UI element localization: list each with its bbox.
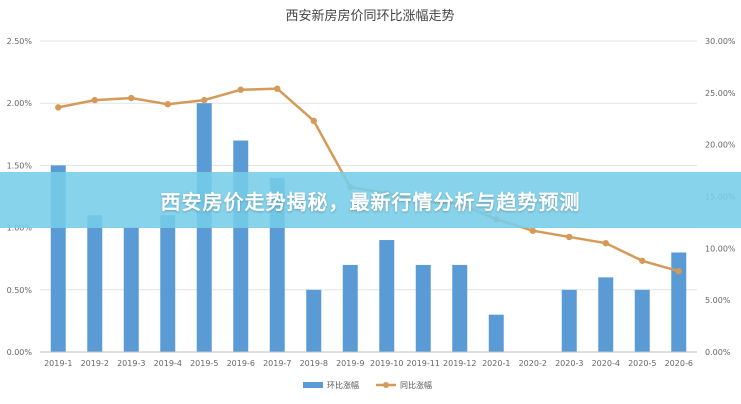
- headline-text: 西安房价走势揭秘，最新行情分析与趋势预测: [160, 189, 581, 214]
- x-tick-label: 2019-9: [336, 359, 364, 368]
- bar: [671, 252, 687, 352]
- x-tick-label: 2020-2: [519, 359, 547, 368]
- x-tick-label: 2019-1: [44, 359, 72, 368]
- line-point: [128, 94, 135, 102]
- legend-label: 同比涨幅: [400, 380, 432, 390]
- bar: [634, 289, 650, 352]
- y-left-tick-label: 1.00%: [7, 224, 33, 233]
- x-tick-label: 2019-8: [300, 359, 328, 368]
- x-tick-label: 2019-3: [117, 359, 145, 368]
- x-tick-label: 2019-6: [227, 359, 255, 368]
- chart-title: 西安新房房价同环比涨幅走势: [285, 8, 454, 24]
- headline-banner: 西安房价走势揭秘，最新行情分析与趋势预测: [0, 172, 741, 228]
- line-point: [310, 117, 317, 125]
- x-tick-label: 2019-10: [370, 359, 403, 368]
- line-point: [566, 233, 573, 241]
- y-left-tick-label: 2.00%: [7, 99, 33, 108]
- line-point: [237, 86, 244, 93]
- y-left-tick-label: 1.50%: [7, 161, 33, 170]
- y-left-tick-label: 0.50%: [7, 286, 33, 295]
- bar: [379, 240, 395, 352]
- legend: 环比涨幅 同比涨幅: [303, 380, 432, 390]
- y-left-tick-label: 0.00%: [7, 348, 33, 357]
- bar: [561, 289, 577, 352]
- x-tick-label: 2019-2: [81, 359, 109, 368]
- legend-swatch-bar: [303, 382, 323, 388]
- bar: [87, 215, 103, 352]
- x-tick-label: 2020-4: [592, 359, 620, 368]
- y-right-tick-label: 0.00%: [705, 348, 731, 357]
- bar: [598, 277, 614, 352]
- bar: [415, 264, 431, 352]
- y-right-tick-label: 30.00%: [705, 37, 736, 46]
- legend-swatch-marker: [383, 382, 389, 388]
- line-point: [55, 104, 62, 111]
- bar: [306, 289, 322, 352]
- y-right-tick-label: 20.00%: [705, 141, 736, 150]
- line-point: [529, 227, 536, 234]
- y-right-tick-label: 5.00%: [705, 296, 731, 305]
- legend-label: 环比涨幅: [327, 380, 359, 390]
- x-tick-label: 2020-6: [665, 359, 693, 368]
- line-point: [274, 85, 281, 92]
- line-point: [164, 101, 171, 108]
- x-tick-label: 2020-3: [555, 359, 583, 368]
- x-tick-label: 2019-11: [407, 359, 440, 368]
- bar: [123, 227, 139, 352]
- bar: [452, 264, 468, 352]
- x-tick-label: 2019-4: [154, 359, 182, 368]
- y-left-tick-label: 2.50%: [7, 37, 33, 46]
- y-right-tick-label: 10.00%: [705, 244, 736, 253]
- line-point: [675, 267, 682, 275]
- y-right-tick-label: 25.00%: [705, 89, 736, 98]
- line-point: [91, 96, 98, 104]
- x-tick-label: 2019-7: [263, 359, 291, 368]
- line-point: [201, 96, 208, 104]
- line-point: [639, 257, 646, 264]
- x-tick-label: 2020-5: [628, 359, 656, 368]
- bar: [342, 264, 358, 352]
- bar: [160, 215, 176, 352]
- x-tick-label: 2019-12: [443, 359, 476, 368]
- bar: [488, 314, 504, 352]
- x-tick-label: 2019-5: [190, 359, 218, 368]
- line-point: [602, 239, 609, 247]
- x-tick-label: 2020-1: [482, 359, 510, 368]
